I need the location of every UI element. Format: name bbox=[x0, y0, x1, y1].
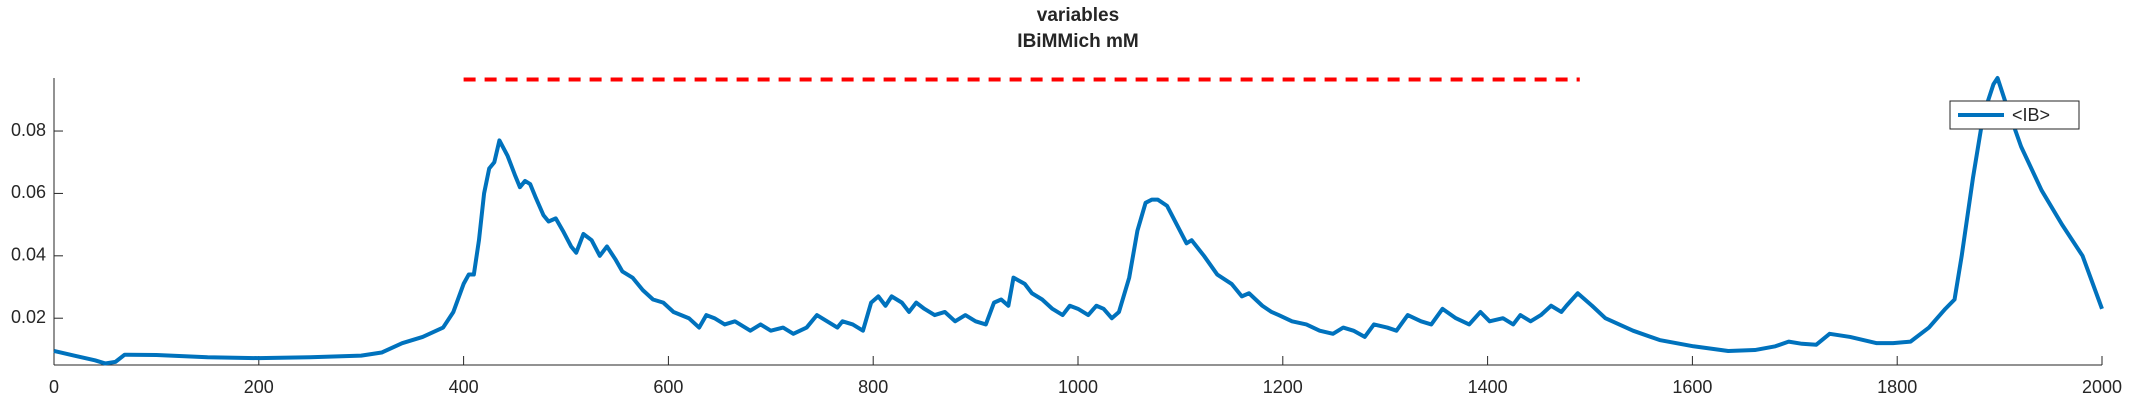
y-tick-label: 0.04 bbox=[11, 245, 46, 265]
x-tick-label: 800 bbox=[858, 377, 888, 397]
x-tick-label: 1200 bbox=[1263, 377, 1303, 397]
x-tick-label: 600 bbox=[653, 377, 683, 397]
x-tick-label: 1800 bbox=[1877, 377, 1917, 397]
x-tick-label: 1000 bbox=[1058, 377, 1098, 397]
y-tick-label: 0.06 bbox=[11, 182, 46, 202]
data-line bbox=[53, 76, 2104, 366]
x-tick-label: 1400 bbox=[1468, 377, 1508, 397]
chart-subtitle: IBiMMich mM bbox=[1017, 31, 1138, 52]
x-tick-label: 200 bbox=[244, 377, 274, 397]
y-tick-label: 0.02 bbox=[11, 307, 46, 327]
y-tick-label: 0.08 bbox=[11, 120, 46, 140]
x-tick-label: 0 bbox=[49, 377, 59, 397]
x-tick-label: 2000 bbox=[2082, 377, 2122, 397]
x-tick-label: 400 bbox=[449, 377, 479, 397]
chart-title: variables bbox=[1037, 5, 1119, 26]
x-tick-label: 1600 bbox=[1672, 377, 1712, 397]
legend-label: <IB> bbox=[2012, 105, 2050, 125]
